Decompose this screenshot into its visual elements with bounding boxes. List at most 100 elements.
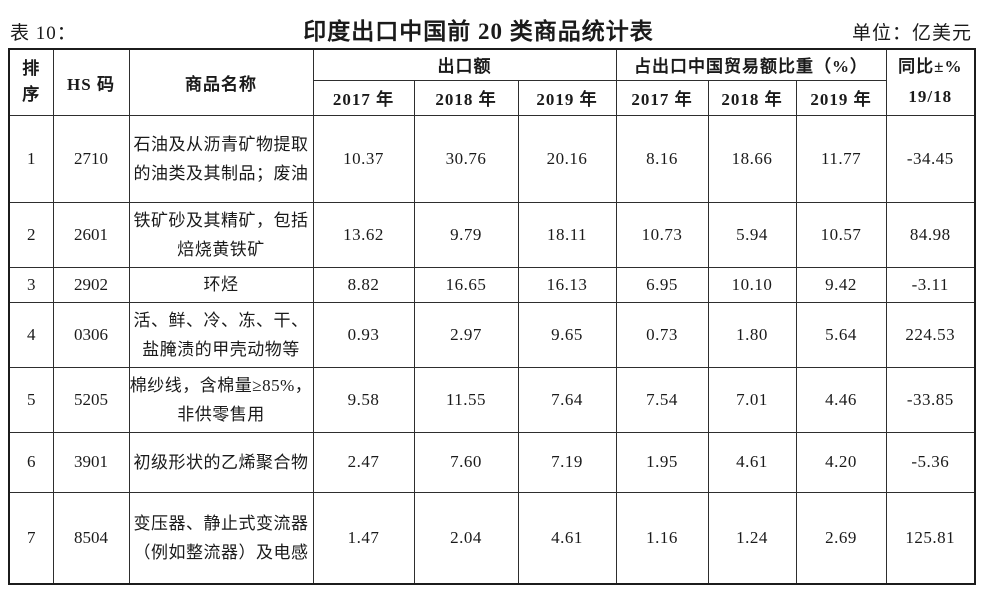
header-yoy-line2: 19/18: [908, 87, 953, 107]
table-row: 1 2710 石油及从沥青矿物提取的油类及其制品；废油 10.37 30.76 …: [8, 114, 976, 203]
table-row: 6 3901 初级形状的乙烯聚合物 2.47 7.60 7.19 1.95 4.…: [8, 431, 976, 493]
share-2019-cell: 9.42: [795, 266, 887, 303]
export-2019-cell: 18.11: [517, 201, 617, 268]
share-2019-cell: 11.77: [795, 114, 887, 203]
rank-cell: 6: [8, 431, 54, 493]
header-export-group: 出口额: [312, 48, 617, 81]
table-row: 2 2601 铁矿砂及其精矿，包括焙烧黄铁矿 13.62 9.79 18.11 …: [8, 201, 976, 268]
table-number-label: 表 10：: [10, 23, 77, 44]
hs-code-cell: 0306: [52, 301, 130, 368]
share-2018-cell: 4.61: [707, 431, 797, 493]
share-2019-cell: 4.46: [795, 366, 887, 433]
header-product-name: 商品名称: [128, 48, 314, 116]
export-2017-cell: 13.62: [312, 201, 415, 268]
export-2018-cell: 30.76: [413, 114, 519, 203]
header-yoy: 同比±% 19/18: [885, 48, 976, 116]
export-2019-cell: 16.13: [517, 266, 617, 303]
hs-code-cell: 8504: [52, 491, 130, 585]
yoy-cell: 224.53: [885, 301, 976, 368]
rank-cell: 5: [8, 366, 54, 433]
export-2018-cell: 11.55: [413, 366, 519, 433]
yoy-cell: 125.81: [885, 491, 976, 585]
export-2017-cell: 10.37: [312, 114, 415, 203]
page-title: 印度出口中国前 20 类商品统计表: [303, 19, 654, 44]
export-2017-cell: 9.58: [312, 366, 415, 433]
rank-cell: 3: [8, 266, 54, 303]
share-2018-cell: 1.24: [707, 491, 797, 585]
share-2017-cell: 0.73: [615, 301, 709, 368]
header-hs-code: HS 码: [52, 48, 130, 116]
hs-code-cell: 2902: [52, 266, 130, 303]
export-2017-cell: 0.93: [312, 301, 415, 368]
export-2019-cell: 20.16: [517, 114, 617, 203]
export-2017-cell: 2.47: [312, 431, 415, 493]
hs-code-cell: 3901: [52, 431, 130, 493]
product-name-cell: 铁矿砂及其精矿，包括焙烧黄铁矿: [128, 201, 314, 268]
product-name-cell: 变压器、静止式变流器（例如整流器）及电感: [128, 491, 314, 585]
header-share-2018: 2018 年: [707, 79, 797, 116]
product-name-cell: 棉纱线，含棉量≥85%，非供零售用: [128, 366, 314, 433]
rank-cell: 2: [8, 201, 54, 268]
hs-code-cell: 2710: [52, 114, 130, 203]
export-2017-cell: 8.82: [312, 266, 415, 303]
header-export-2017: 2017 年: [312, 79, 415, 116]
table-row: 7 8504 变压器、静止式变流器（例如整流器）及电感 1.47 2.04 4.…: [8, 491, 976, 585]
yoy-cell: -3.11: [885, 266, 976, 303]
share-2017-cell: 1.95: [615, 431, 709, 493]
header-share-2019: 2019 年: [795, 79, 887, 116]
header-rank-text: 排序: [22, 59, 41, 105]
header-export-2018: 2018 年: [413, 79, 519, 116]
export-2018-cell: 9.79: [413, 201, 519, 268]
share-2018-cell: 18.66: [707, 114, 797, 203]
hs-code-cell: 5205: [52, 366, 130, 433]
share-2017-cell: 8.16: [615, 114, 709, 203]
share-2017-cell: 6.95: [615, 266, 709, 303]
table-row: 4 0306 活、鲜、冷、冻、干、盐腌渍的甲壳动物等 0.93 2.97 9.6…: [8, 301, 976, 368]
rank-cell: 4: [8, 301, 54, 368]
title-bar: 表 10： 印度出口中国前 20 类商品统计表 单位：亿美元: [0, 12, 984, 48]
export-2019-cell: 9.65: [517, 301, 617, 368]
share-2019-cell: 10.57: [795, 201, 887, 268]
hs-code-cell: 2601: [52, 201, 130, 268]
yoy-cell: 84.98: [885, 201, 976, 268]
share-2017-cell: 1.16: [615, 491, 709, 585]
export-2019-cell: 7.19: [517, 431, 617, 493]
rank-cell: 7: [8, 491, 54, 585]
rank-cell: 1: [8, 114, 54, 203]
share-2019-cell: 2.69: [795, 491, 887, 585]
product-name-cell: 石油及从沥青矿物提取的油类及其制品；废油: [128, 114, 314, 203]
header-export-2019: 2019 年: [517, 79, 617, 116]
share-2018-cell: 7.01: [707, 366, 797, 433]
export-2018-cell: 2.97: [413, 301, 519, 368]
product-name-cell: 活、鲜、冷、冻、干、盐腌渍的甲壳动物等: [128, 301, 314, 368]
export-2018-cell: 16.65: [413, 266, 519, 303]
export-2019-cell: 4.61: [517, 491, 617, 585]
header-row-years: 2017 年 2018 年 2019 年 2017 年 2018 年 2019 …: [9, 79, 975, 116]
table-row: 3 2902 环烃 8.82 16.65 16.13 6.95 10.10 9.…: [8, 266, 976, 303]
yoy-cell: -34.45: [885, 114, 976, 203]
product-name-cell: 环烃: [128, 266, 314, 303]
yoy-cell: -33.85: [885, 366, 976, 433]
commodity-stats-table: 排序 HS 码 商品名称 出口额 占出口中国贸易额比重（%） 同比±% 19/1…: [8, 48, 977, 585]
share-2019-cell: 5.64: [795, 301, 887, 368]
export-2019-cell: 7.64: [517, 366, 617, 433]
table-row: 5 5205 棉纱线，含棉量≥85%，非供零售用 9.58 11.55 7.64…: [8, 366, 976, 433]
unit-label: 单位：亿美元: [851, 23, 972, 44]
share-2017-cell: 10.73: [615, 201, 709, 268]
export-2017-cell: 1.47: [312, 491, 415, 585]
header-row-groups: 排序 HS 码 商品名称 出口额 占出口中国贸易额比重（%） 同比±% 19/1…: [8, 48, 976, 116]
share-2018-cell: 10.10: [707, 266, 797, 303]
share-2018-cell: 5.94: [707, 201, 797, 268]
export-2018-cell: 2.04: [413, 491, 519, 585]
header-share-group: 占出口中国贸易额比重（%）: [615, 48, 887, 81]
header-rank: 排序: [8, 48, 54, 116]
share-2018-cell: 1.80: [707, 301, 797, 368]
share-2017-cell: 7.54: [615, 366, 709, 433]
header-yoy-line1: 同比±%: [898, 57, 963, 77]
yoy-cell: -5.36: [885, 431, 976, 493]
share-2019-cell: 4.20: [795, 431, 887, 493]
product-name-cell: 初级形状的乙烯聚合物: [128, 431, 314, 493]
header-share-2017: 2017 年: [615, 79, 709, 116]
export-2018-cell: 7.60: [413, 431, 519, 493]
